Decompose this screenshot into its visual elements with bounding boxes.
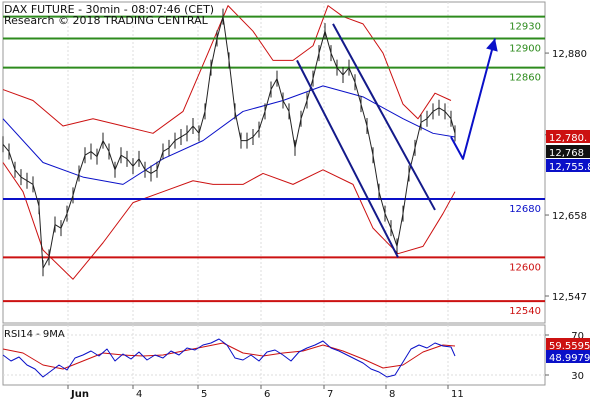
price-tag-box [546, 159, 590, 172]
projection-arrowhead [486, 38, 498, 52]
rsi-title: RSI14 - 9MA [4, 329, 65, 340]
level-label-12930: 12930 [509, 22, 541, 33]
x-axis-label: Jun [70, 389, 89, 400]
price-line [2, 16, 456, 269]
rsi-tag-label: 59.5595 [549, 341, 590, 352]
x-axis-label: 11 [451, 389, 464, 400]
level-label-12600: 12600 [509, 262, 541, 273]
rsi-lines [2, 338, 456, 378]
price-tag-label: 12,755.8 [549, 162, 590, 173]
price-tag-box [546, 130, 590, 143]
price-axis-label: 12,658 [552, 211, 587, 222]
x-axis-label: 4 [136, 389, 142, 400]
rsi-line [2, 338, 456, 378]
rsi-axis-label: 70 [571, 331, 584, 342]
x-axis-label: 5 [201, 389, 207, 400]
x-axis-label: 7 [327, 389, 333, 400]
x-axis-label: 6 [264, 389, 270, 400]
rsi-tag-box [546, 338, 590, 351]
level-label-12680: 12680 [509, 204, 541, 215]
grid-layer [3, 2, 545, 385]
price-tag-box [546, 145, 590, 158]
bollinger-upper-line [2, 5, 452, 134]
price-axis-label: 12,880 [552, 49, 587, 60]
bollinger-bands [2, 5, 456, 280]
price-tag-label: 12,780. [549, 133, 587, 144]
rsi-ma-line [2, 342, 456, 370]
level-label-12900: 12900 [509, 43, 541, 54]
level-label-12540: 12540 [509, 306, 541, 317]
trendline-2 [332, 23, 436, 211]
price-axis-label: 12,547 [552, 292, 587, 303]
rsi-tag-label: 48.9979 [549, 353, 590, 364]
rsi-tag-box [546, 350, 590, 363]
rsi-axis-label: 30 [571, 371, 584, 382]
x-axis-label: 8 [389, 389, 395, 400]
trendline-1 [296, 59, 399, 258]
chart-subtitle: Research © 2018 TRADING CENTRAL [4, 14, 209, 27]
projection-arrow [450, 38, 498, 160]
moving-average-line [2, 85, 456, 185]
price-line-layer [2, 8, 456, 277]
chart-title: DAX FUTURE - 30min - 08:07:46 (CET) [4, 3, 214, 16]
projection-arrow-line [450, 38, 496, 160]
price-tag-label: 12,768 [549, 148, 584, 159]
bollinger-lower-line [2, 162, 456, 280]
key-levels: 12930 12900 12860 12680 12600 12540 [3, 15, 545, 317]
trendlines [296, 23, 436, 258]
level-label-12860: 12860 [509, 73, 541, 84]
